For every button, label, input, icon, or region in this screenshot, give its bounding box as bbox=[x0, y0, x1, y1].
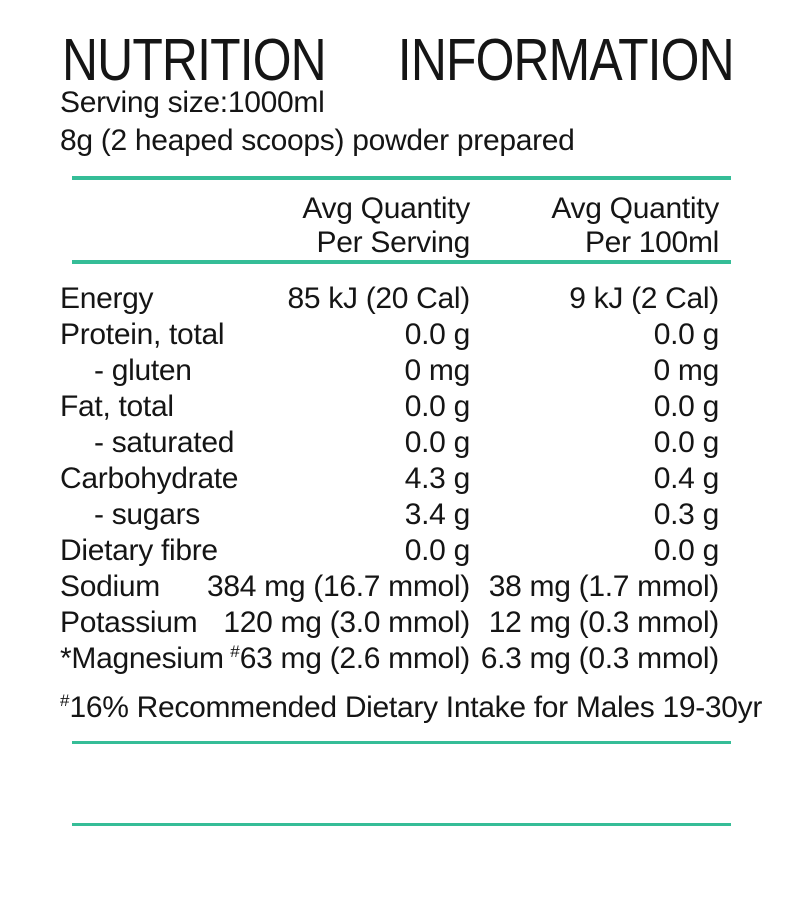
row-label: Dietary fibre bbox=[60, 534, 218, 567]
column-header-line: Per Serving bbox=[316, 226, 471, 259]
row-value-per-100ml: 12 mg (0.3 mmol) bbox=[488, 606, 720, 639]
row-value-per-100ml: 6.3 mg (0.3 mmol) bbox=[480, 642, 720, 675]
row-value-per-100ml: 0.4 g bbox=[653, 462, 720, 495]
table-header: Avg Quantity Per Serving Avg Quantity Pe… bbox=[60, 192, 735, 260]
column-header-line: Avg Quantity bbox=[302, 192, 470, 225]
row-label: - gluten bbox=[94, 354, 192, 387]
row-label: Energy bbox=[60, 282, 154, 315]
footnote: #16% Recommended Dietary Intake for Male… bbox=[60, 690, 762, 726]
footnote-marker: # bbox=[230, 642, 240, 661]
row-label: Carbohydrate bbox=[60, 462, 239, 495]
preparation-line: 8g (2 heaped scoops) powder prepared bbox=[60, 124, 575, 157]
column-header-per-serving: Avg Quantity Per Serving bbox=[302, 192, 470, 260]
table-row: Protein, total 0.0 g 0.0 g bbox=[60, 317, 735, 353]
table-row: Energy 85 kJ (20 Cal) 9 kJ (2 Cal) bbox=[60, 281, 735, 317]
row-label: Potassium bbox=[60, 606, 198, 639]
table-row: Potassium 120 mg (3.0 mmol) 12 mg (0.3 mmo… bbox=[60, 605, 735, 641]
table-row: Fat, total 0.0 g 0.0 g bbox=[60, 389, 735, 425]
divider-top bbox=[72, 176, 731, 180]
row-value-per-100ml: 0.0 g bbox=[653, 318, 720, 351]
title-word-nutrition: NUTRITION bbox=[62, 27, 327, 93]
serving-size-line: Serving size:1000ml bbox=[60, 86, 325, 119]
row-label: - saturated bbox=[94, 426, 235, 459]
row-label: Sodium bbox=[60, 570, 160, 603]
row-value-per-serving: 4.3 g bbox=[404, 462, 471, 495]
row-value-per-100ml: 0.3 g bbox=[653, 498, 720, 531]
table-row: Sodium 384 mg (16.7 mmol) 38 mg (1.7 mmol) bbox=[60, 569, 735, 605]
title-word-information: INFORMATION bbox=[397, 27, 735, 93]
row-value-per-100ml: 9 kJ (2 Cal) bbox=[569, 282, 719, 315]
row-value-per-serving: 384 mg (16.7 mmol) bbox=[206, 570, 470, 603]
row-label: - sugars bbox=[94, 498, 200, 531]
table-row: - gluten 0 mg 0 mg bbox=[60, 353, 735, 389]
row-value-per-serving: 0.0 g bbox=[404, 390, 471, 423]
row-label: Fat, total bbox=[60, 390, 174, 423]
table-body: Energy 85 kJ (20 Cal) 9 kJ (2 Cal) Protein,… bbox=[60, 264, 735, 677]
row-value-per-serving: 0.0 g bbox=[404, 318, 471, 351]
divider-bottom bbox=[72, 823, 731, 826]
table-row: Carbohydrate 4.3 g 0.4 g bbox=[60, 461, 735, 497]
row-value-per-serving: 0.0 g bbox=[404, 534, 471, 567]
row-value-per-100ml: 0.0 g bbox=[653, 534, 720, 567]
table-row: Dietary fibre 0.0 g 0.0 g bbox=[60, 533, 735, 569]
row-value-per-serving: 85 kJ (20 Cal) bbox=[287, 282, 470, 315]
row-value-per-serving: #63 mg (2.6 mmol) bbox=[230, 642, 470, 675]
divider-footnote bbox=[72, 741, 731, 744]
row-value-per-serving: 3.4 g bbox=[404, 498, 471, 531]
row-label: *Magnesium bbox=[60, 642, 224, 675]
footnote-marker: # bbox=[60, 691, 70, 710]
table-row: *Magnesium #63 mg (2.6 mmol) 6.3 mg (0.3 m… bbox=[60, 641, 735, 677]
column-header-line: Avg Quantity bbox=[551, 192, 719, 225]
row-value-per-100ml: 0 mg bbox=[653, 354, 720, 387]
row-value-per-100ml: 38 mg (1.7 mmol) bbox=[488, 570, 720, 603]
row-value-per-serving: 0.0 g bbox=[404, 426, 471, 459]
panel-title: NUTRITION INFORMATION bbox=[62, 27, 735, 93]
row-value-per-100ml: 0.0 g bbox=[653, 426, 720, 459]
row-label: Protein, total bbox=[60, 318, 225, 351]
footnote-text: 16% Recommended Dietary Intake for Males… bbox=[69, 691, 763, 724]
row-value-per-100ml: 0.0 g bbox=[653, 390, 720, 423]
divider-header bbox=[72, 260, 731, 264]
table-row: - saturated 0.0 g 0.0 g bbox=[60, 425, 735, 461]
row-value-per-serving: 0 mg bbox=[404, 354, 471, 387]
row-value-per-serving: 120 mg (3.0 mmol) bbox=[223, 606, 470, 639]
column-header-line: Per 100ml bbox=[584, 226, 719, 259]
column-header-per-100ml: Avg Quantity Per 100ml bbox=[551, 192, 719, 260]
table-row: - sugars 3.4 g 0.3 g bbox=[60, 497, 735, 533]
